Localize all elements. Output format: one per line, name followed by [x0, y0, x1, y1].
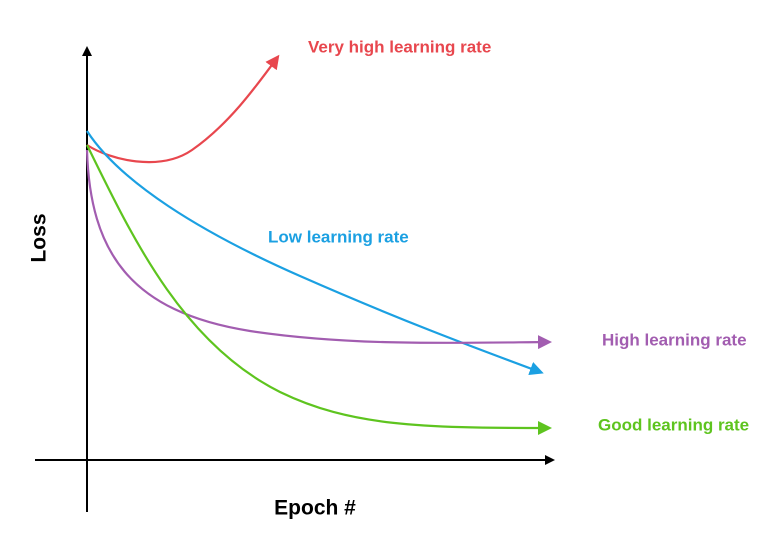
good-lr-curve — [86, 144, 552, 435]
curve-label: Very high learning rate — [308, 37, 491, 56]
curve-label: Good learning rate — [598, 415, 749, 434]
curve-label: High learning rate — [602, 330, 747, 349]
high-lr-curve — [85, 149, 552, 350]
x-axis-title: Epoch # — [274, 497, 356, 520]
low-lr-curve — [86, 130, 544, 376]
very-high-lr-curve — [86, 54, 280, 164]
curve-label: Low learning rate — [268, 227, 409, 246]
y-axis-title: Loss — [28, 213, 51, 262]
